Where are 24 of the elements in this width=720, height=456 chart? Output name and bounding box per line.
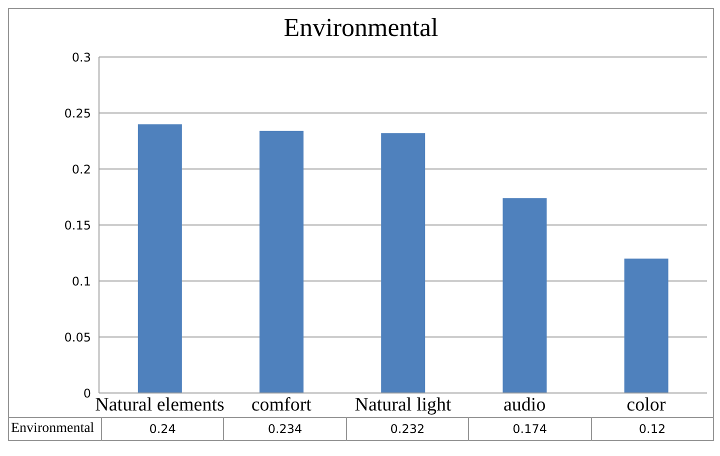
bar [624,258,668,393]
bar [138,124,182,393]
x-tick-label: color [626,394,666,416]
chart-title: Environmental [282,12,440,44]
data-label: 0.24 [100,418,224,440]
bar [502,198,547,393]
y-tick-label: 0 [83,386,91,400]
x-tick-label: audio [503,394,546,416]
data-label: 0.232 [346,418,468,440]
y-tick-label: 0.15 [64,218,91,232]
y-tick-label: 0.1 [72,274,91,288]
data-label: 0.234 [223,418,346,440]
y-tick-label: 0.25 [64,106,91,120]
x-tick-label: comfort [251,394,312,416]
bar [260,130,304,393]
bar [381,133,426,393]
data-label: 0.12 [590,418,713,440]
text: Environmental [10,421,96,437]
x-tick-label: Natural light [354,394,452,416]
x-tick-label: Natural elements [95,394,224,416]
y-tick-label: 0.05 [64,330,91,344]
y-tick-label: 0.2 [72,162,91,176]
y-tick-label: 0.3 [72,50,91,64]
data-label: 0.174 [468,418,591,440]
